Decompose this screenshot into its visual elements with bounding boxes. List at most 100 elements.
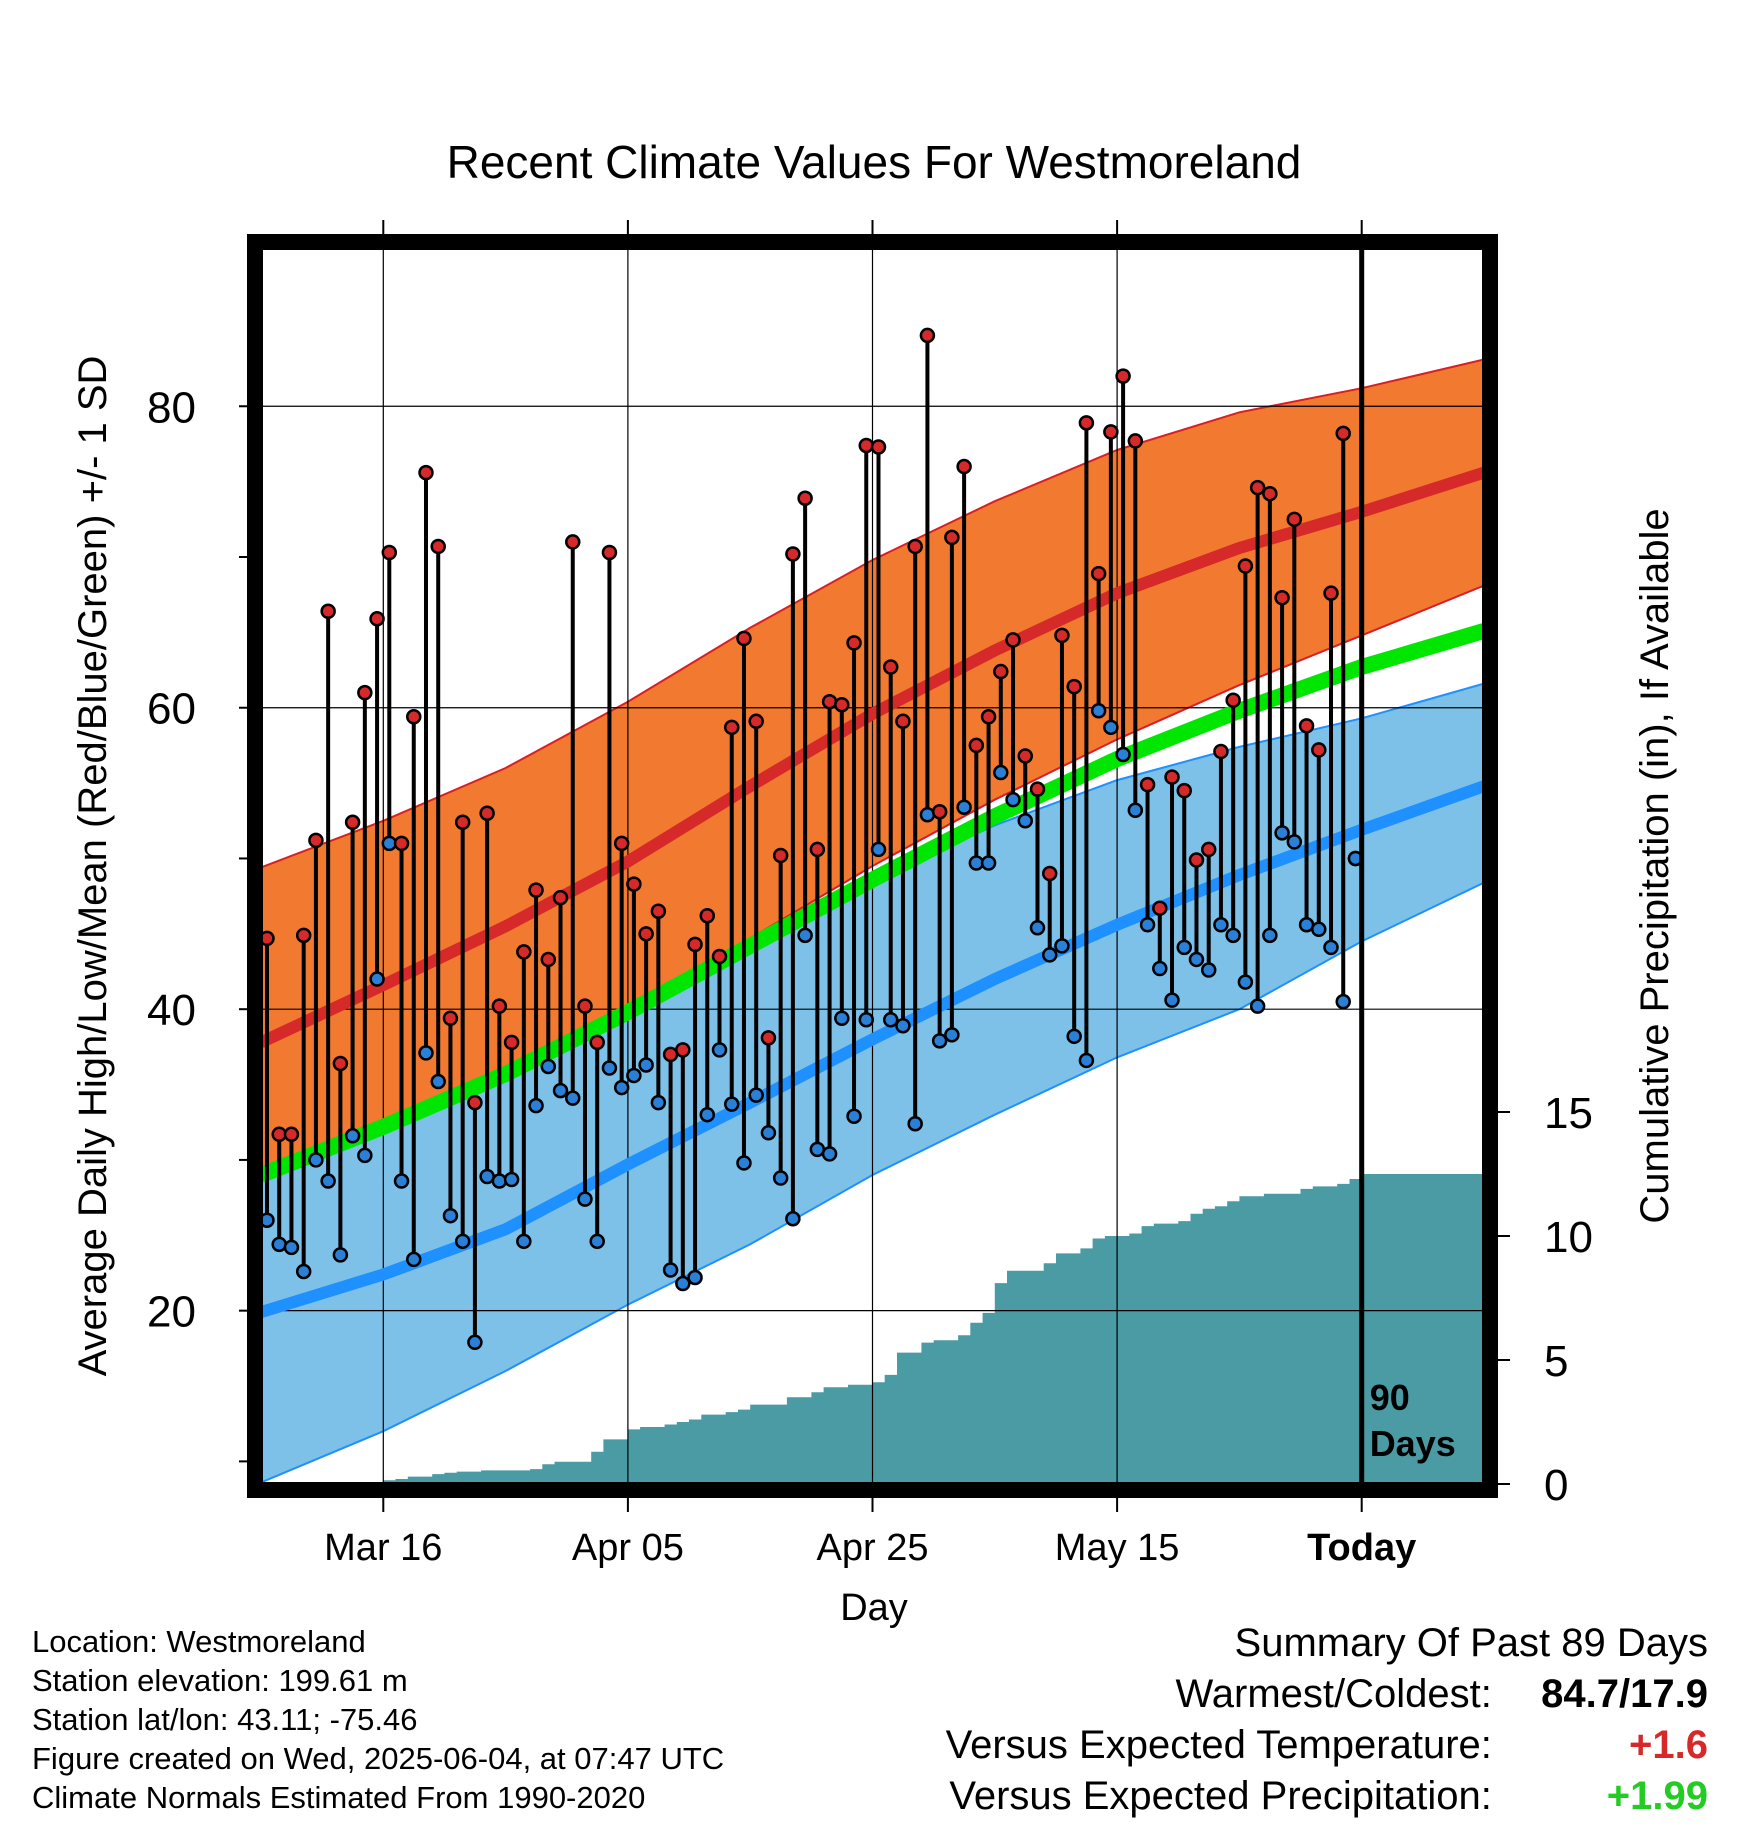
daily-low-point	[601, 1060, 618, 1076]
precip-area	[383, 1174, 1484, 1484]
daily-high-point	[369, 611, 385, 627]
precip-label: Versus Expected Precipitation:	[949, 1774, 1492, 1818]
daily-high-point	[503, 1034, 520, 1051]
daily-high-point	[1139, 776, 1156, 793]
daily-high-point	[1115, 368, 1131, 384]
daily-high-point	[418, 464, 434, 481]
warmest-coldest-value: 84.7/17.9	[1541, 1672, 1708, 1716]
daily-low-point	[393, 1173, 410, 1189]
daily-high-point	[1103, 424, 1119, 440]
daily-low-point	[1090, 702, 1107, 719]
daily-low-point	[858, 1011, 875, 1028]
daily-high-point	[577, 998, 593, 1014]
temp-value: +1.6	[1629, 1723, 1708, 1767]
daily-high-point	[650, 903, 667, 919]
daily-low-point	[491, 1173, 508, 1189]
metadata-latlon: Station lat/lon: 43.11; -75.46	[32, 1702, 418, 1737]
daily-high-point	[1213, 743, 1229, 760]
daily-high-point	[516, 944, 532, 960]
daily-high-point	[454, 814, 471, 831]
daily-high-point	[540, 951, 557, 968]
summary-temp: Versus Expected Temperature: +1.6	[946, 1720, 1708, 1771]
daily-high-point	[1188, 852, 1205, 868]
daily-high-point	[479, 805, 495, 821]
y-tick-label: 40	[147, 986, 196, 1035]
daily-high-point	[931, 803, 948, 820]
daily-low-point	[1005, 791, 1021, 808]
plot-area: 90 Days	[261, 248, 1484, 1484]
axes: 20 40 60 80 0 5 10 15 Mar 16 Apr 05 Apr 25 May 15 To…	[147, 220, 1593, 1569]
daily-low-point	[1213, 917, 1229, 933]
daily-high-point	[1274, 589, 1290, 606]
daily-high-point	[699, 907, 716, 924]
x-tick-label: Mar 16	[324, 1527, 442, 1569]
daily-high-point	[760, 1030, 777, 1046]
daily-low-point	[1164, 992, 1180, 1008]
daily-low-point	[430, 1073, 446, 1090]
daily-high-point	[993, 663, 1009, 680]
daily-low-point	[1262, 927, 1278, 944]
daily-low-point	[650, 1094, 667, 1111]
daily-high-point	[332, 1055, 349, 1072]
plot-frame	[247, 234, 1498, 1498]
daily-high-point	[1017, 748, 1034, 764]
y-tick-label: 60	[147, 685, 196, 734]
daily-low-point	[540, 1058, 557, 1075]
daily-low-point	[919, 807, 936, 823]
daily-high-point	[1164, 769, 1180, 785]
daily-low-point	[516, 1233, 532, 1250]
warmest-coldest-label: Warmest/Coldest:	[1175, 1672, 1492, 1716]
high-normal-line	[261, 466, 1484, 1048]
daily-high-point	[1237, 558, 1254, 574]
daily-high-point	[1029, 781, 1046, 797]
daily-high-point	[308, 832, 324, 849]
climate-chart: Recent Climate Values For Westmoreland A…	[71, 136, 1677, 1628]
daily-low-point	[980, 855, 997, 871]
daily-high-point	[357, 684, 373, 701]
daily-high-point	[491, 998, 508, 1014]
daily-low-point	[1188, 951, 1205, 968]
daily-low-point	[748, 1087, 764, 1103]
y2-axis-label: Cumulative Precipitation (in), If Availa…	[1633, 508, 1677, 1223]
daily-low-point	[723, 1096, 740, 1112]
summary-heading: Summary Of Past 89 Days	[1234, 1621, 1708, 1665]
daily-low-point	[821, 1146, 838, 1162]
daily-high-point	[552, 889, 569, 906]
daily-low-point	[369, 971, 385, 987]
daily-low-point	[1017, 813, 1034, 829]
daily-low-point	[834, 1010, 850, 1026]
metadata-elevation: Station elevation: 199.61 m	[32, 1663, 408, 1698]
x-tick-label: Apr 05	[572, 1527, 684, 1569]
daily-high-point	[1249, 479, 1266, 496]
daily-low-point	[870, 841, 887, 858]
daily-low-point	[956, 799, 972, 815]
daily-high-point	[1225, 692, 1241, 708]
daily-low-point	[295, 1263, 312, 1280]
daily-low-point	[589, 1233, 605, 1250]
daily-low-point	[454, 1233, 471, 1250]
daily-high-point	[626, 876, 642, 892]
today-marker-count: 90	[1370, 1377, 1410, 1418]
daily-low-point	[699, 1106, 716, 1123]
x-axis-label: Day	[840, 1587, 908, 1628]
daily-low-point	[1176, 939, 1192, 956]
daily-high-point	[687, 936, 703, 953]
summary-warmest-coldest: Warmest/Coldest: 84.7/17.9	[946, 1669, 1709, 1720]
daily-high-point	[295, 927, 312, 944]
daily-high-point	[1262, 485, 1278, 502]
daily-low-point	[332, 1247, 349, 1263]
daily-high-point	[821, 693, 838, 710]
daily-low-point	[1103, 719, 1119, 736]
daily-low-point	[1029, 920, 1046, 936]
temp-label: Versus Expected Temperature:	[945, 1723, 1492, 1767]
metadata-normals: Climate Normals Estimated From 1990-2020	[32, 1780, 646, 1815]
x-tick-label: May 15	[1055, 1527, 1180, 1569]
daily-high-point	[944, 529, 960, 546]
daily-high-point	[1298, 718, 1315, 734]
daily-high-point	[968, 737, 985, 754]
daily-low-point	[283, 1239, 300, 1256]
daily-high-point	[406, 709, 422, 725]
daily-low-point	[271, 1236, 287, 1253]
precip-value: +1.99	[1606, 1774, 1708, 1818]
daily-low-point	[907, 1116, 923, 1132]
